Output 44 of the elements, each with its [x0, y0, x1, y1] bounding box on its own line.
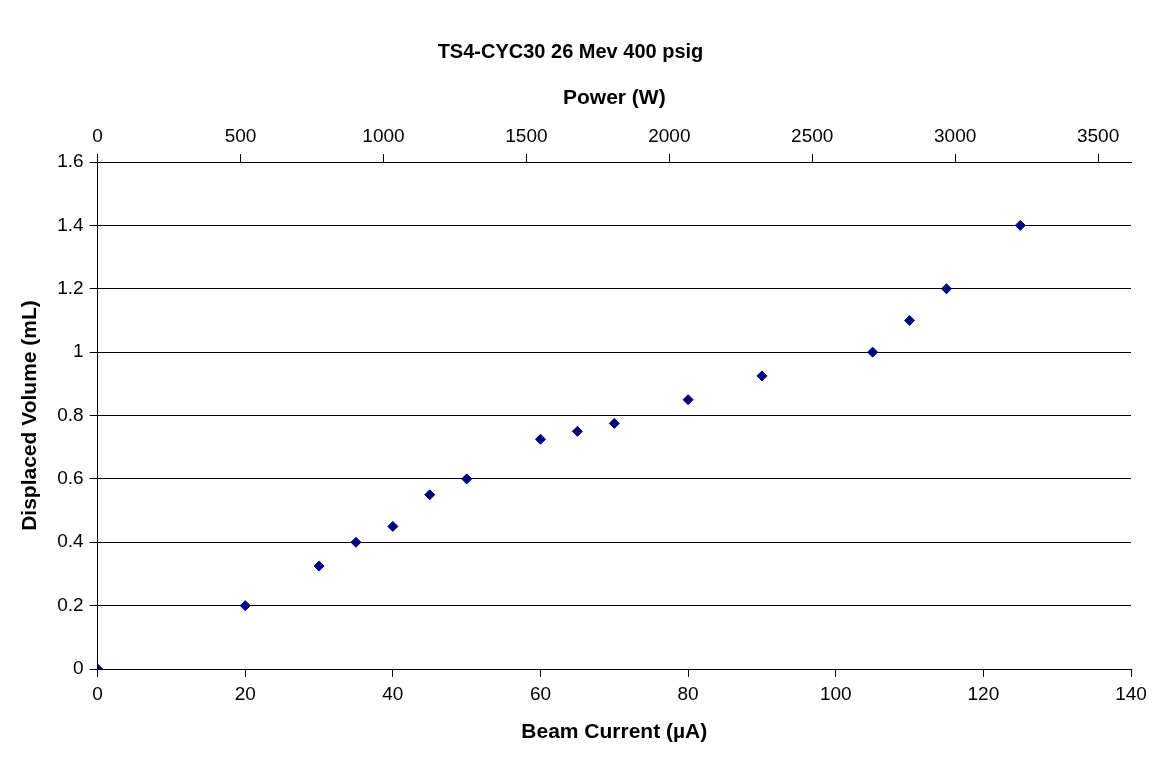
x-tick-label: 0	[92, 682, 103, 704]
point	[461, 473, 473, 485]
x2-tick-label: 1000	[362, 124, 405, 146]
point	[867, 346, 879, 358]
x-axis-title: Beam Current (µA)	[521, 719, 708, 743]
y-tick-label: 1.6	[57, 150, 84, 172]
point	[756, 370, 768, 382]
point	[940, 283, 952, 295]
x2-tick-label: 3500	[1076, 124, 1120, 146]
x2-tick-label: 1500	[505, 124, 548, 146]
y-tick-label: 1.4	[57, 213, 85, 235]
x-tick-label: 120	[967, 682, 1000, 704]
x-tick-label: 20	[234, 682, 256, 704]
x-tick-label: 100	[819, 682, 852, 704]
y-axis-title: Displaced Volume (mL)	[17, 300, 41, 531]
y-tick-label: 0.8	[57, 403, 84, 425]
x2-axis-title: Power (W)	[562, 85, 666, 109]
point	[571, 425, 583, 437]
y-tick-label: 0.4	[57, 530, 85, 552]
x-tick-label: 80	[677, 682, 699, 704]
point	[387, 520, 399, 532]
x2-tick-label: 0	[92, 124, 103, 146]
point	[682, 394, 694, 406]
point	[1014, 219, 1026, 231]
point	[534, 433, 546, 445]
point	[904, 314, 916, 326]
x-tick-label: 40	[382, 682, 404, 704]
point	[350, 536, 362, 548]
y-tick-label: 0	[73, 657, 84, 679]
x2-tick-label: 500	[224, 124, 257, 146]
y-tick-label: 0.6	[57, 467, 84, 489]
y-tick-label: 1	[73, 340, 84, 362]
point	[608, 417, 620, 429]
x2-tick-label: 2000	[648, 124, 691, 146]
y-tick-label: 1.2	[57, 276, 84, 298]
x2-tick-label: 2500	[791, 124, 834, 146]
chart-title: TS4-CYC30 26 Mev 400 psig	[437, 39, 704, 62]
point	[313, 560, 325, 572]
point	[424, 489, 436, 501]
y-tick-label: 0.2	[57, 593, 84, 615]
x-tick-label: 140	[1115, 682, 1147, 704]
point	[239, 600, 251, 612]
x2-tick-label: 3000	[934, 124, 977, 146]
x-tick-label: 60	[529, 682, 552, 704]
